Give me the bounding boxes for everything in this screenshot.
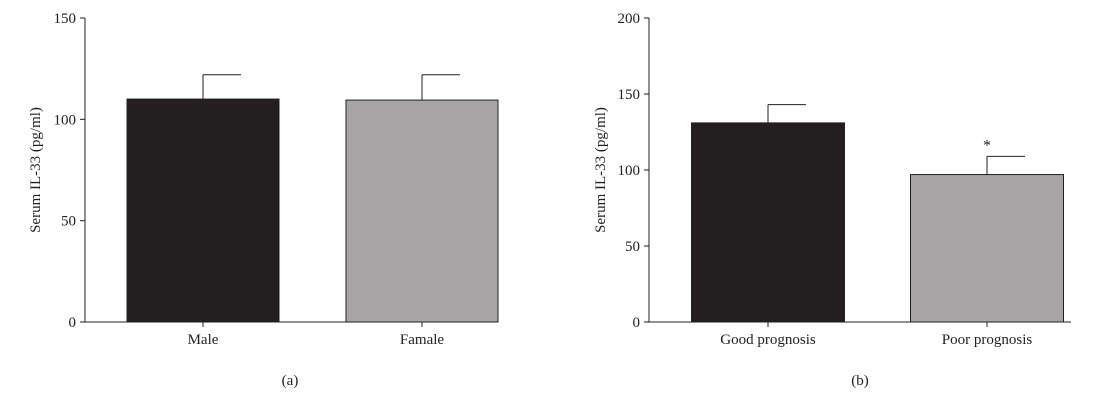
x-tick-label: Male: [188, 332, 219, 348]
x-tick-label: Poor prognosis: [942, 332, 1033, 348]
y-tick-label: 50: [61, 214, 76, 230]
significance-marker: *: [983, 137, 991, 154]
y-tick-label: 150: [618, 87, 641, 103]
y-tick-label: 0: [69, 315, 77, 331]
y-tick-label: 100: [54, 112, 77, 128]
y-tick-label: 200: [618, 11, 641, 27]
panel-label: (a): [282, 373, 299, 389]
panel-a: Male Famale 0 50 100 150 Serum IL-33 (pg/ml) (a…: [28, 11, 499, 389]
x-tick-label: Good prognosis: [720, 332, 816, 348]
bar-1: [691, 122, 845, 323]
y-axis-label: Serum IL-33 (pg/ml): [593, 107, 609, 233]
x-tick-label: Famale: [400, 332, 444, 348]
y-tick-label: 0: [633, 315, 641, 331]
y-tick-label: 50: [625, 239, 640, 255]
y-axis-label: Serum IL-33 (pg/ml): [28, 107, 44, 233]
bar-1: [126, 98, 280, 323]
panel-b: Good prognosis * Poor prognosis 0 50 100 150 20…: [593, 11, 1071, 389]
bar-2: [345, 99, 499, 323]
panel-label: (b): [851, 373, 869, 389]
bar-2: [910, 174, 1064, 323]
y-tick-label: 100: [618, 163, 641, 179]
y-tick-label: 150: [54, 11, 77, 27]
